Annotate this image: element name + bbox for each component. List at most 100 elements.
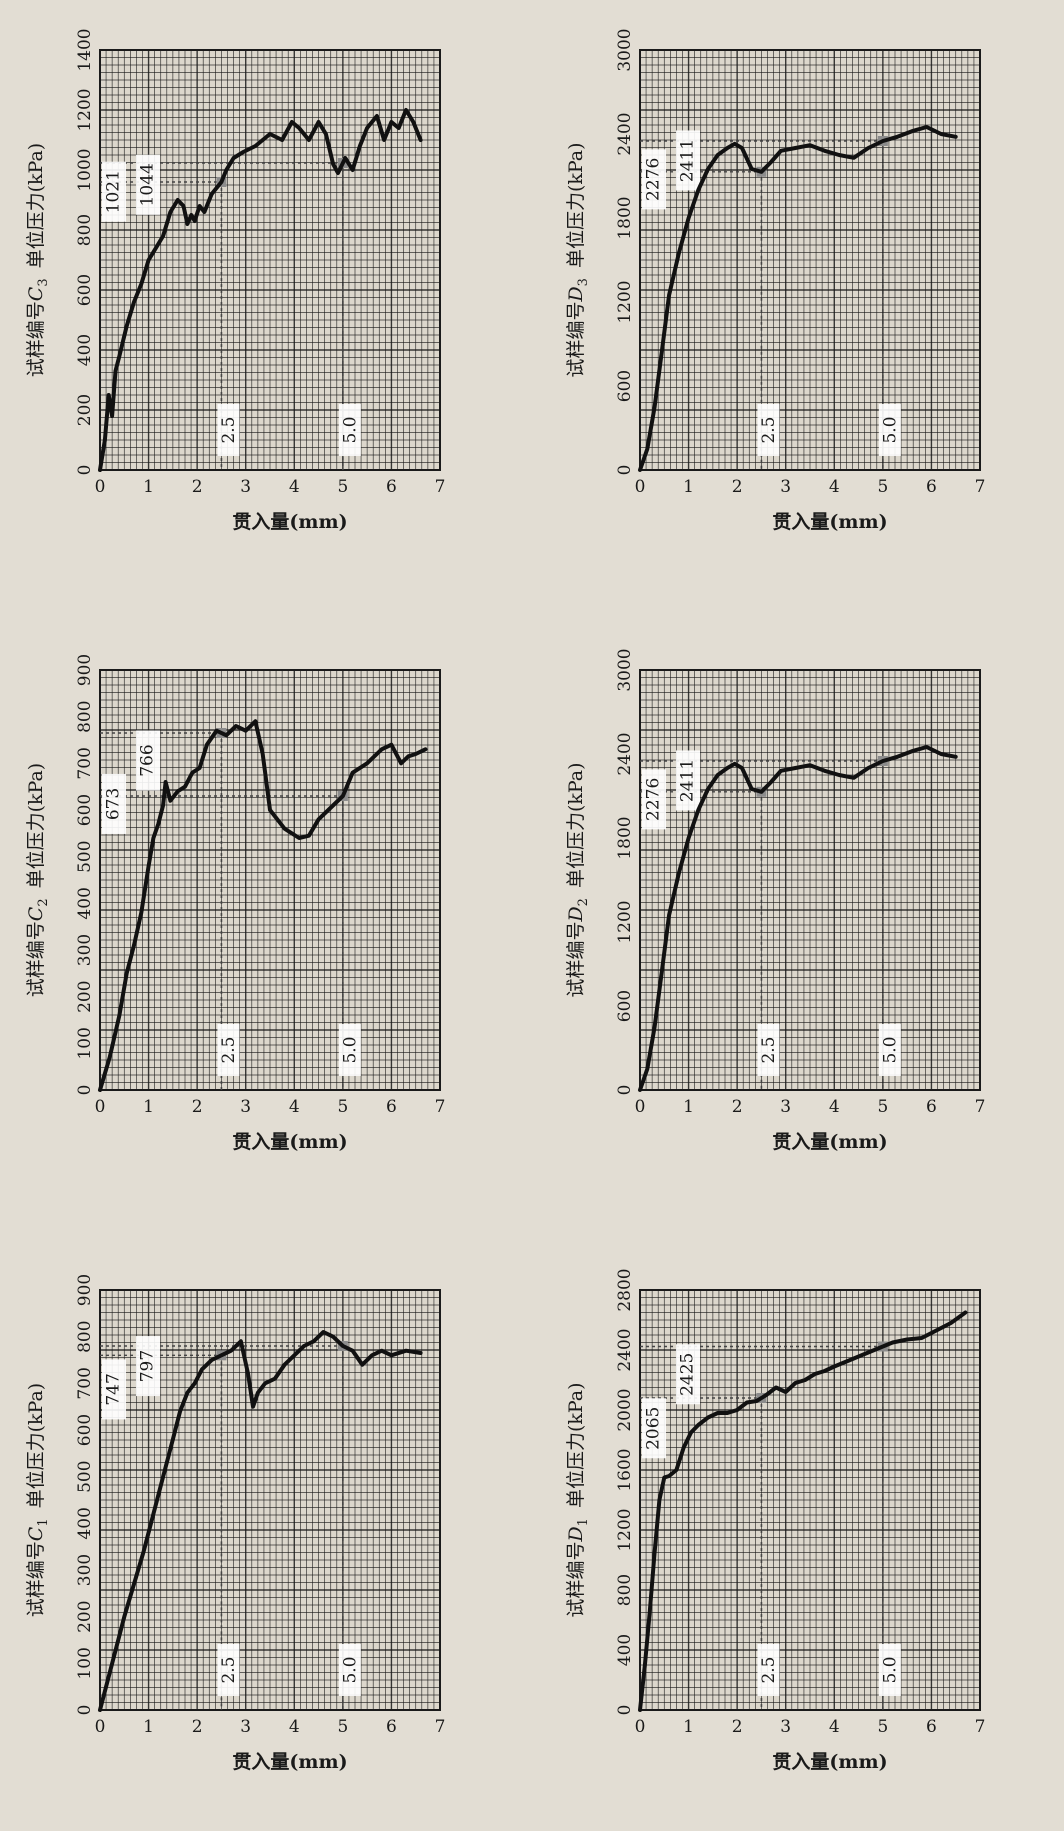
value-label: 2425 — [678, 1353, 698, 1396]
y-tick-label: 500 — [75, 840, 95, 872]
x-tick-label: 6 — [926, 477, 937, 497]
value-label: 2276 — [644, 158, 664, 201]
value-label-bg — [136, 154, 160, 215]
y-tick-label: 300 — [75, 934, 95, 966]
plot-border — [639, 49, 981, 471]
value-label: 1044 — [138, 163, 158, 206]
value-labels: 747 797 — [102, 1336, 160, 1420]
value-label-bg — [102, 161, 126, 222]
value-label-bg — [642, 149, 666, 210]
y-axis-title-subscript: 2 — [36, 898, 51, 906]
y-tick-label: 0 — [75, 465, 95, 476]
x-tick-label: 3 — [780, 1717, 791, 1737]
x-tick-label: 7 — [435, 1717, 446, 1737]
x-marker-label-bg — [217, 1644, 240, 1696]
y-axis-title: 试样编号D2 单位压力(kPa) — [565, 762, 591, 997]
x-tick-label: 0 — [95, 477, 106, 497]
value-label: 1021 — [104, 170, 124, 213]
y-tick-label: 400 — [75, 1507, 95, 1539]
x-marker-label-bg — [338, 1024, 361, 1076]
x-tick-label: 6 — [926, 1717, 937, 1737]
x-marker-label-bg — [217, 1024, 240, 1076]
grid — [639, 1289, 981, 1711]
x-tick-label: 5 — [877, 1097, 888, 1117]
value-label: 747 — [104, 1373, 124, 1405]
chart-panel-d2: 0 1 2 3 4 5 6 7 贯入量(mm) 0 600 1200 1800 2400 3000 试样编号D… — [540, 620, 1040, 1200]
x-marker-label-bg — [878, 1644, 901, 1696]
y-tick-label: 700 — [75, 747, 95, 779]
value-label-bg — [676, 130, 700, 191]
x-axis-title: 贯入量(mm) — [232, 1131, 347, 1153]
y-axis-title-prefix: 试样编号 — [25, 1541, 47, 1617]
plot-border — [99, 669, 441, 1091]
y-axis: 0 200 400 600 800 1000 1200 1400 试样编号C3 单位压力(kPa) — [25, 28, 95, 475]
value-label-bg — [102, 773, 126, 834]
y-tick-label: 500 — [75, 1460, 95, 1492]
y-tick-label: 2400 — [615, 732, 635, 775]
y-axis-title: 试样编号C3 单位压力(kPa) — [25, 143, 51, 377]
y-axis-title-letter: D — [565, 1526, 587, 1542]
value-label: 766 — [138, 744, 158, 776]
y-axis-title-suffix: 单位压力(kPa) — [565, 142, 587, 268]
y-axis-title-letter: C — [25, 1526, 47, 1541]
y-axis-title: 试样编号C1 单位压力(kPa) — [25, 1383, 51, 1617]
y-tick-label: 600 — [615, 990, 635, 1022]
chart-panel-c1: 0 1 2 3 4 5 6 7 贯入量(mm) 0 100 200 300 400 500 600 700 800… — [0, 1240, 500, 1820]
x-tick-label: 7 — [435, 1097, 446, 1117]
value-label-bg — [136, 1336, 160, 1397]
y-tick-label: 3000 — [615, 648, 635, 691]
y-axis-title-letter: C — [25, 286, 47, 301]
x-tick-label: 1 — [143, 1097, 154, 1117]
y-tick-label: 1400 — [75, 28, 95, 71]
y-tick-label: 600 — [75, 274, 95, 306]
x-marker-label: 5.0 — [880, 1656, 900, 1683]
value-labels: 2276 2411 — [642, 750, 700, 830]
x-marker-label: 5.0 — [340, 1656, 360, 1683]
x-tick-label: 3 — [240, 1097, 251, 1117]
y-tick-label: 100 — [75, 1027, 95, 1059]
value-label-bg — [642, 769, 666, 830]
x-marker-label: 5.0 — [340, 416, 360, 443]
reference-lines: 2.5 5.0 — [640, 136, 901, 470]
x-tick-label: 2 — [192, 1097, 203, 1117]
x-tick-label: 2 — [732, 1717, 743, 1737]
x-tick-label: 3 — [780, 477, 791, 497]
y-tick-label: 200 — [75, 1600, 95, 1632]
x-tick-label: 1 — [683, 477, 694, 497]
series-line — [638, 745, 958, 1092]
value-labels: 673 766 — [102, 730, 160, 834]
x-tick-label: 1 — [683, 1717, 694, 1737]
x-axis: 0 1 2 3 4 5 6 7 贯入量(mm) — [95, 1717, 446, 1773]
x-tick-label: 5 — [877, 1717, 888, 1737]
x-marker-label-bg — [757, 1644, 780, 1696]
plot-border — [639, 669, 981, 1091]
x-axis: 0 1 2 3 4 5 6 7 贯入量(mm) — [635, 1717, 986, 1773]
y-tick-label: 0 — [615, 465, 635, 476]
y-axis-title: 试样编号D1 单位压力(kPa) — [565, 1382, 591, 1617]
value-labels: 1021 1044 — [102, 154, 160, 222]
y-axis-title-suffix: 单位压力(kPa) — [25, 143, 47, 269]
y-axis-title-prefix: 试样编号 — [565, 1542, 587, 1618]
y-tick-label: 100 — [75, 1647, 95, 1679]
y-tick-label: 2400 — [615, 1328, 635, 1371]
y-tick-label: 1200 — [75, 88, 95, 131]
x-marker-label-bg — [878, 404, 901, 456]
x-marker-label-bg — [757, 1024, 780, 1076]
x-tick-label: 1 — [683, 1097, 694, 1117]
y-tick-label: 300 — [75, 1554, 95, 1586]
x-axis-title: 贯入量(mm) — [232, 1751, 347, 1773]
value-label: 673 — [104, 788, 124, 820]
x-marker-label: 5.0 — [880, 1036, 900, 1063]
x-tick-label: 7 — [975, 1097, 986, 1117]
x-axis: 0 1 2 3 4 5 6 7 贯入量(mm) — [95, 1097, 446, 1153]
x-marker-label-bg — [338, 1644, 361, 1696]
x-axis-title: 贯入量(mm) — [772, 1751, 887, 1773]
x-tick-label: 1 — [143, 1717, 154, 1737]
x-marker-label: 2.5 — [759, 1036, 779, 1063]
chart-panel-d3: 0 1 2 3 4 5 6 7 贯入量(mm) 0 600 1200 1800 2400 3000 试样编号D… — [540, 0, 1040, 580]
y-tick-label: 1000 — [75, 148, 95, 191]
y-axis-title-suffix: 单位压力(kPa) — [25, 763, 47, 889]
plot-border — [99, 1289, 441, 1711]
x-tick-label: 3 — [240, 1717, 251, 1737]
